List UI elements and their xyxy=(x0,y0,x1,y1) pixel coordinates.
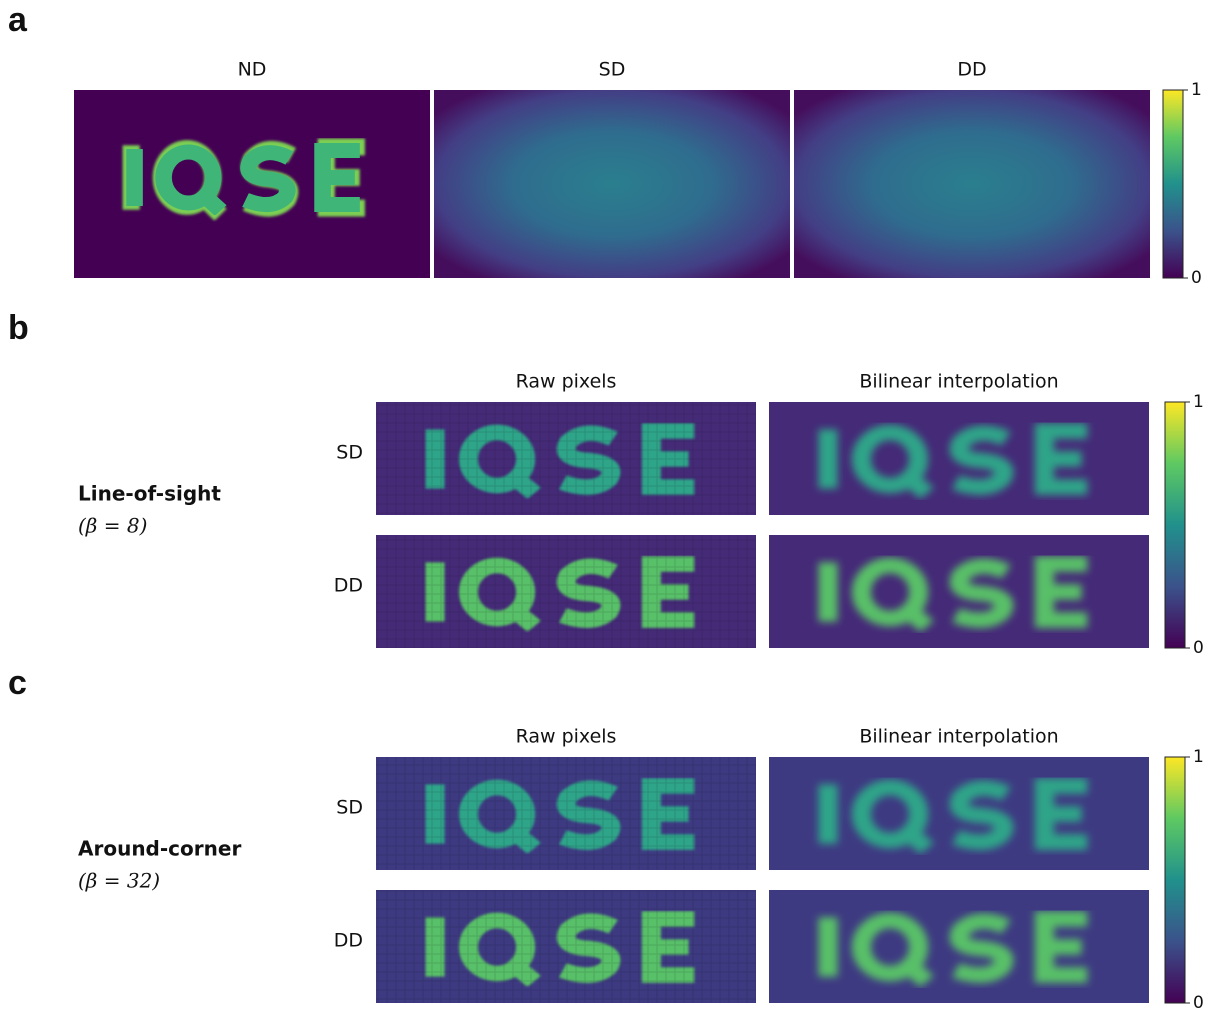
image-object xyxy=(828,562,1087,626)
pixel-grid xyxy=(376,402,756,515)
image-object xyxy=(828,784,1087,848)
colorbar-min-label: 0 xyxy=(1193,993,1204,1009)
row-label: DD xyxy=(334,575,363,597)
colorbar-max-label: 1 xyxy=(1193,392,1204,412)
row-label: DD xyxy=(334,930,363,952)
row-group-subtitle: (β = 32) xyxy=(78,869,160,893)
row-group-title: Around-corner xyxy=(78,837,241,861)
colorbar xyxy=(1165,757,1185,1003)
image xyxy=(794,90,1150,278)
row-group-title: Line-of-sight xyxy=(78,482,221,506)
image-object xyxy=(828,429,1087,493)
column-title: Bilinear interpolation xyxy=(859,371,1058,393)
panel-label: a xyxy=(8,1,28,39)
row-label: SD xyxy=(336,442,363,464)
panel-label: c xyxy=(8,664,27,702)
column-title: Bilinear interpolation xyxy=(859,726,1058,748)
pixel-grid xyxy=(376,890,756,1003)
pixel-grid xyxy=(376,757,756,870)
colorbar-max-label: 1 xyxy=(1193,747,1204,767)
colorbar xyxy=(1165,402,1185,648)
row-group-subtitle: (β = 8) xyxy=(78,514,147,538)
figure: a ND SD DD 1 0 b Line-of-sight (β = 8) Raw pixels… xyxy=(0,0,1211,1009)
column-title: Raw pixels xyxy=(516,726,617,748)
image xyxy=(434,90,790,278)
pixel-grid xyxy=(376,535,756,648)
row-label: SD xyxy=(336,797,363,819)
colorbar-min-label: 0 xyxy=(1191,268,1202,288)
column-title: ND xyxy=(238,59,267,81)
panel-label: b xyxy=(8,309,29,347)
colorbar-min-label: 0 xyxy=(1193,638,1204,658)
image-object xyxy=(135,149,360,211)
image-object xyxy=(828,917,1087,981)
column-title: SD xyxy=(599,59,626,81)
colorbar xyxy=(1163,90,1183,278)
column-title: DD xyxy=(957,59,986,81)
colorbar-max-label: 1 xyxy=(1191,80,1202,100)
column-title: Raw pixels xyxy=(516,371,617,393)
